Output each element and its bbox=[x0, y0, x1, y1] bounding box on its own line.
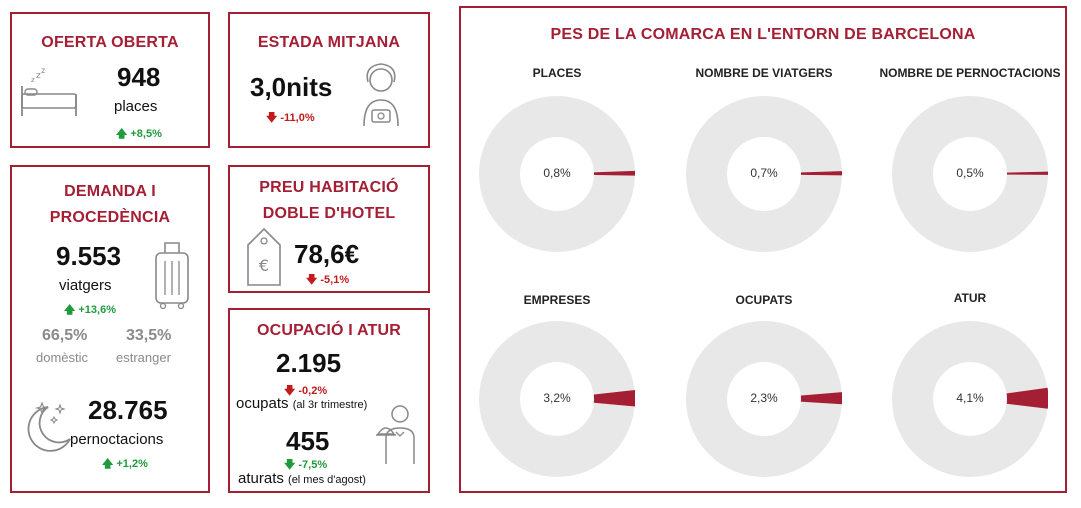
pie-title-3: EMPRESES bbox=[523, 293, 591, 307]
moon-stars-icon bbox=[27, 401, 71, 452]
ocupats-change-value: -0,2% bbox=[298, 385, 328, 397]
arrow-up-icon: 🡅 bbox=[102, 458, 114, 470]
preu-title-line2: DOBLE D'HOTEL bbox=[262, 205, 396, 222]
pie-title-2: NOMBRE DE PERNOCTACIONS bbox=[879, 66, 1061, 80]
preu-title-line1: PREU HABITACIÓ bbox=[259, 179, 399, 196]
pie-hole-3 bbox=[520, 362, 594, 436]
card-estada-mitjana: ESTADA MITJANA 3,0nits 🡇 -11,0% bbox=[228, 12, 430, 148]
aturats-label-line: aturats (el mes d'agost) bbox=[238, 470, 366, 487]
ocupats-change: 🡇 -0,2% bbox=[284, 382, 327, 401]
viatgers-change: 🡅 +13,6% bbox=[64, 301, 116, 320]
svg-text:z: z bbox=[41, 66, 45, 75]
pie-value-label-2: 0,5% bbox=[956, 166, 984, 180]
demanda-title-line2: PROCEDÈNCIA bbox=[49, 209, 171, 226]
aturats-change: 🡇 -7,5% bbox=[284, 456, 327, 475]
suitcase-icon bbox=[155, 242, 189, 310]
pie-hole-4 bbox=[727, 362, 801, 436]
card-preu-habitacio: PREU HABITACIÓ DOBLE D'HOTEL € 78,6€ 🡇 -… bbox=[228, 165, 430, 293]
aturats-label: aturats bbox=[238, 470, 284, 487]
demanda-title-line1: DEMANDA I bbox=[64, 183, 156, 200]
estada-change: 🡇 -11,0% bbox=[266, 109, 315, 128]
ocupacio-title: OCUPACIÓ I ATUR bbox=[256, 322, 402, 339]
aturats-change-value: -7,5% bbox=[298, 459, 328, 471]
pie-chart-3 bbox=[479, 321, 635, 477]
foreign-label: estranger bbox=[116, 350, 171, 365]
arrow-down-icon: 🡇 bbox=[284, 385, 296, 397]
svg-text:z: z bbox=[36, 71, 41, 81]
arrow-up-icon: 🡅 bbox=[116, 128, 128, 140]
arrow-down-icon: 🡇 bbox=[306, 274, 318, 286]
domestic-label: domèstic bbox=[36, 350, 89, 365]
domestic-pct: 66,5% bbox=[42, 327, 88, 344]
bed-sleep-icon: z z z bbox=[21, 66, 77, 116]
aturats-note: (el mes d'agost) bbox=[288, 474, 366, 486]
aturats-value: 455 bbox=[286, 426, 330, 456]
arrow-up-icon: 🡅 bbox=[64, 304, 76, 316]
pie-hole-5 bbox=[933, 362, 1007, 436]
pie-value-label-4: 2,3% bbox=[750, 391, 778, 405]
pie-value-label-0: 0,8% bbox=[543, 166, 571, 180]
pie-title-5: ATUR bbox=[953, 291, 987, 305]
viatgers-value: 9.553 bbox=[56, 241, 122, 271]
pernoctacions-value: 28.765 bbox=[88, 395, 168, 425]
oferta-change-value: +8,5% bbox=[130, 128, 162, 140]
viatgers-unit: viatgers bbox=[59, 277, 112, 294]
pie-title-0: PLACES bbox=[532, 66, 582, 80]
ocupats-value: 2.195 bbox=[276, 348, 342, 378]
pie-hole-1 bbox=[727, 137, 801, 211]
estada-value: 3,0nits bbox=[250, 72, 333, 102]
pie-value-label-1: 0,7% bbox=[750, 166, 778, 180]
price-tag-euro-icon: € bbox=[247, 227, 281, 286]
oferta-unit: places bbox=[114, 98, 158, 115]
waiter-cloche-icon bbox=[376, 405, 415, 464]
pie-slice-4 bbox=[763, 392, 842, 405]
ocupats-label-line: ocupats (al 3r trimestre) bbox=[236, 395, 367, 412]
estada-change-value: -11,0% bbox=[280, 112, 315, 124]
preu-value: 78,6€ bbox=[294, 239, 360, 269]
preu-change-value: -5,1% bbox=[320, 274, 350, 286]
pernoctacions-change-value: +1,2% bbox=[116, 458, 148, 470]
pie-title-1: NOMBRE DE VIATGERS bbox=[695, 66, 833, 80]
pie-hole-2 bbox=[933, 137, 1007, 211]
pie-chart-2 bbox=[892, 96, 1048, 252]
viatgers-change-value: +13,6% bbox=[78, 304, 116, 316]
oferta-change: 🡅 +8,5% bbox=[116, 125, 162, 144]
pes-title: PES DE LA COMARCA EN L'ENTORN DE BARCELO… bbox=[550, 26, 976, 43]
ocupats-note: (al 3r trimestre) bbox=[292, 399, 368, 411]
ocupats-label: ocupats bbox=[236, 395, 289, 412]
estada-title: ESTADA MITJANA bbox=[257, 34, 401, 51]
pie-chart-5 bbox=[892, 321, 1048, 477]
oferta-title: OFERTA OBERTA bbox=[41, 34, 179, 51]
pie-chart-1 bbox=[686, 96, 842, 252]
pie-title-4: OCUPATS bbox=[735, 293, 793, 307]
pie-value-label-5: 4,1% bbox=[956, 391, 984, 405]
pie-slice-5 bbox=[969, 387, 1048, 409]
foreign-pct: 33,5% bbox=[126, 327, 172, 344]
pie-chart-4 bbox=[686, 321, 842, 477]
arrow-down-icon: 🡇 bbox=[284, 459, 296, 471]
card-ocupacio-atur: OCUPACIÓ I ATUR 2.195 🡇 -0,2% ocupats (a… bbox=[228, 308, 430, 493]
card-demanda-procedencia: DEMANDA I PROCEDÈNCIA 9.553 viatgers 🡅 +… bbox=[10, 165, 210, 493]
arrow-down-icon: 🡇 bbox=[266, 112, 278, 124]
pie-slice-3 bbox=[556, 389, 635, 407]
card-oferta-oberta: OFERTA OBERTA z z z 948 places 🡅 +8,5% bbox=[10, 12, 210, 148]
preu-change: 🡇 -5,1% bbox=[306, 271, 349, 290]
pernoctacions-change: 🡅 +1,2% bbox=[102, 455, 148, 474]
oferta-value: 948 bbox=[117, 62, 161, 92]
tourist-woman-icon bbox=[363, 63, 399, 127]
pie-hole-0 bbox=[520, 137, 594, 211]
pie-value-label-3: 3,2% bbox=[543, 391, 571, 405]
pernoctacions-unit: pernoctacions bbox=[70, 431, 164, 448]
card-pes-comarca: PES DE LA COMARCA EN L'ENTORN DE BARCELO… bbox=[459, 6, 1067, 493]
pie-chart-0 bbox=[479, 96, 635, 252]
svg-text:z: z bbox=[31, 76, 35, 84]
svg-text:€: € bbox=[259, 256, 269, 275]
